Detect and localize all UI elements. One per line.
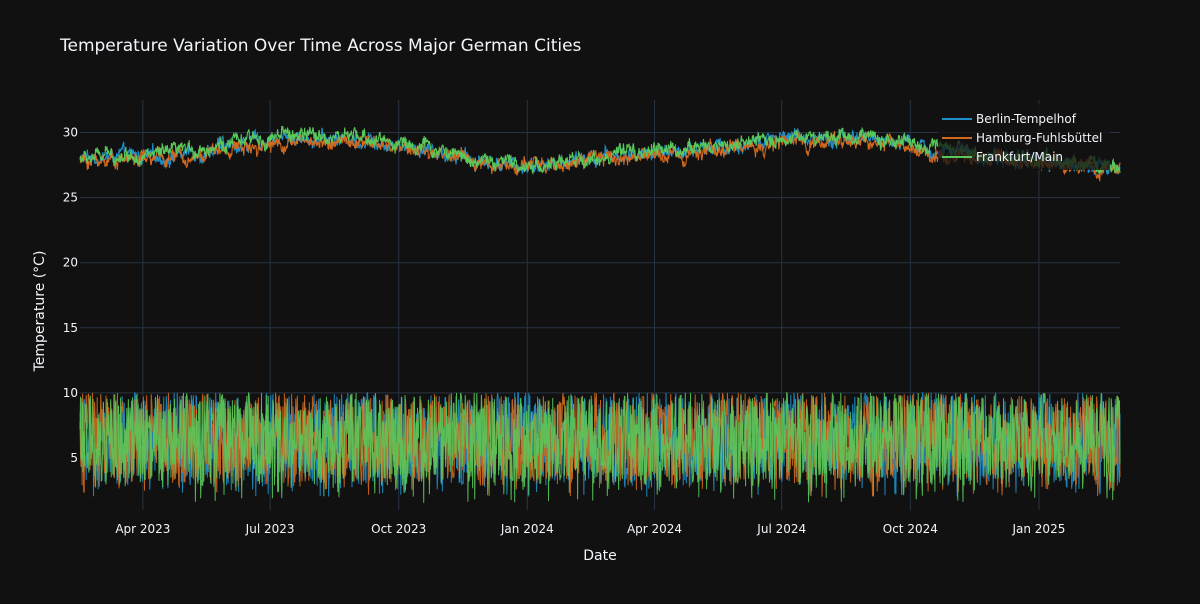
legend: Berlin-Tempelhof Hamburg-Fuhlsbüttel Frank… [938,104,1110,170]
series-line-lower [79,391,1121,503]
y-tick-label: 25 [63,191,78,205]
y-tick-label: 5 [70,451,78,465]
y-axis-title: Temperature (°C) [32,251,48,373]
y-tick-label: 30 [63,126,78,140]
x-tick-label: Oct 2024 [883,522,938,536]
x-tick-label: Jan 2024 [500,522,554,536]
y-tick-label: 20 [63,256,78,270]
x-tick-label: Jul 2024 [756,522,806,536]
y-tick-label: 15 [63,321,78,335]
legend-label[interactable]: Berlin-Tempelhof [976,112,1077,126]
x-tick-label: Apr 2024 [627,522,682,536]
chart-title: Temperature Variation Over Time Across M… [59,36,582,56]
legend-label[interactable]: Frankfurt/Main [976,150,1063,164]
x-tick-label: Oct 2023 [371,522,426,536]
x-tick-label: Jan 2025 [1011,522,1065,536]
x-tick-label: Apr 2023 [115,522,170,536]
x-tick-label: Jul 2023 [245,522,295,536]
y-tick-label: 10 [63,386,78,400]
axes-layer: 5 10 15 20 25 30 Apr 2023 Jul 2023 Oct 2023 Jan 2… [63,126,1066,536]
legend-label[interactable]: Hamburg-Fuhlsbüttel [976,131,1102,145]
x-axis-title: Date [583,548,616,564]
